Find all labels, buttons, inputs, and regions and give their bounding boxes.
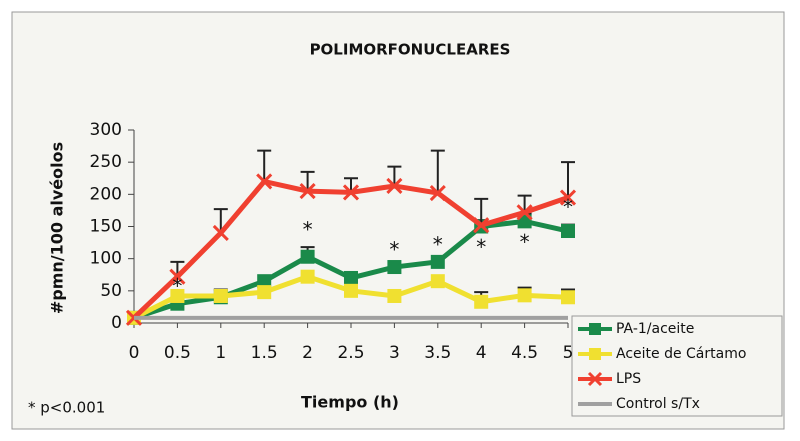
error-bar <box>257 149 272 182</box>
marker <box>300 269 315 284</box>
marker <box>430 254 445 269</box>
marker <box>212 224 229 241</box>
legend-label: Aceite de Cártamo <box>616 346 746 362</box>
error-bar <box>474 197 489 226</box>
annotation: * <box>476 235 486 259</box>
annotation: * <box>303 218 313 242</box>
marker <box>342 184 360 201</box>
footnote: * p<0.001 <box>28 399 105 417</box>
marker <box>516 204 533 221</box>
x-tick-label: 0.5 <box>164 343 191 363</box>
y-tick-label: 200 <box>90 184 122 204</box>
annotation: * <box>563 195 573 219</box>
legend-label: LPS <box>616 371 641 387</box>
marker <box>473 217 490 234</box>
marker <box>517 288 532 303</box>
marker <box>430 274 445 289</box>
marker <box>387 288 402 303</box>
marker <box>257 285 272 300</box>
error-bar <box>300 170 315 192</box>
error-bar <box>561 161 575 198</box>
y-tick-label: 250 <box>90 152 122 172</box>
error-bar <box>387 165 402 186</box>
x-tick-label: 4.5 <box>511 343 538 363</box>
x-tick-label: 0 <box>129 343 140 363</box>
x-tick-label: 2.5 <box>337 343 364 363</box>
marker <box>386 177 403 195</box>
x-tick-label: 1 <box>215 343 226 363</box>
marker <box>344 270 358 285</box>
x-tick-label: 4 <box>476 343 487 363</box>
x-tick-label: 3 <box>389 343 400 363</box>
legend-label: Control s/Tx <box>616 396 700 412</box>
marker <box>559 189 577 206</box>
y-tick-label: 50 <box>100 281 122 301</box>
marker <box>561 224 575 239</box>
y-axis-label: #pmn/100 alvéolos <box>48 142 67 314</box>
x-tick-label: 5 <box>563 343 574 363</box>
marker <box>256 173 273 190</box>
error-bar <box>517 194 532 213</box>
legend-marker <box>589 348 601 360</box>
x-tick-label: 1.5 <box>251 343 278 363</box>
marker <box>169 268 186 285</box>
marker <box>344 283 358 298</box>
x-tick-label: 3.5 <box>424 343 451 363</box>
marker <box>300 249 315 264</box>
legend-marker <box>589 323 601 335</box>
marker <box>561 290 575 305</box>
annotation: * <box>172 274 182 298</box>
y-tick-label: 300 <box>90 120 122 140</box>
marker <box>387 260 402 275</box>
annotation: * <box>520 230 530 254</box>
marker <box>213 288 228 303</box>
legend-label: PA-1/aceite <box>616 321 694 337</box>
y-tick-label: 100 <box>90 249 122 269</box>
marker <box>429 184 446 202</box>
marker <box>170 288 185 303</box>
annotation: * <box>389 238 399 262</box>
error-bar <box>213 208 228 233</box>
chart-title: POLIMORFONUCLEARES <box>310 41 511 59</box>
x-axis-label: Tiempo (h) <box>301 393 399 412</box>
y-tick-label: 0 <box>111 313 122 333</box>
marker <box>474 294 489 309</box>
marker <box>299 183 316 200</box>
legend-box <box>571 315 783 417</box>
legend-marker <box>587 371 603 387</box>
marker <box>257 274 272 289</box>
y-tick-label: 150 <box>90 217 122 237</box>
x-tick-label: 2 <box>302 343 313 363</box>
annotation: * <box>433 232 443 256</box>
error-bar <box>430 149 445 194</box>
